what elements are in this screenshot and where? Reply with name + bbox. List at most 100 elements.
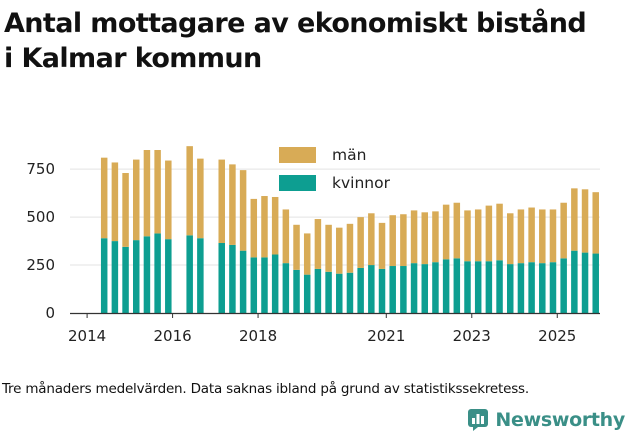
bar-kvinnor (154, 233, 161, 313)
bar-kvinnor (282, 263, 290, 313)
bar-man (421, 212, 429, 265)
bar-man (389, 215, 396, 267)
bar-man (496, 203, 503, 261)
bar-man (528, 207, 535, 263)
bar-man (325, 224, 332, 272)
bar-man (571, 188, 578, 251)
bar-kvinnor (539, 263, 546, 313)
bar-kvinnor (410, 263, 418, 313)
bar-man (485, 205, 493, 262)
bars-group (100, 146, 599, 313)
bar-man (378, 222, 386, 269)
bar-kvinnor (474, 261, 482, 313)
bar-kvinnor (346, 272, 354, 313)
legend-swatch (279, 175, 316, 191)
bar-man (122, 173, 129, 247)
bar-kvinnor (496, 260, 503, 313)
bar-man (303, 233, 311, 275)
bar-man (464, 210, 471, 262)
bar-man (336, 227, 343, 274)
bar-kvinnor (271, 254, 279, 313)
x-axis: 2014 2016 2018 2021 2023 2025 (68, 312, 600, 345)
bar-kvinnor (314, 268, 322, 313)
chart-title-line-1: Antal mottagare av ekonomiskt bistånd (4, 8, 587, 39)
bar-kvinnor (485, 261, 493, 313)
bar-man (506, 213, 514, 265)
bar-kvinnor (229, 244, 236, 313)
bar-man (239, 170, 247, 251)
y-tick-label: 750 (26, 160, 55, 178)
bar-kvinnor (368, 265, 375, 313)
bar-kvinnor (357, 267, 364, 313)
bar-kvinnor (517, 263, 525, 313)
bar-kvinnor (432, 262, 439, 313)
bar-kvinnor (421, 264, 429, 313)
bar-kvinnor (581, 252, 589, 313)
bar-kvinnor (250, 257, 258, 313)
bar-kvinnor (325, 271, 332, 313)
chart-title: Antal mottagare av ekonomiskt bistånd i … (4, 6, 587, 76)
bar-man (474, 209, 482, 262)
bar-kvinnor (111, 241, 119, 313)
bar-man (400, 214, 407, 267)
bar-kvinnor (165, 239, 172, 313)
stacked-bar-chart: 0 250 500 750 2014 2016 2018 2021 2023 2025 män k… (26, 146, 600, 345)
x-tick-label: 2025 (538, 327, 576, 345)
bar-kvinnor (336, 273, 343, 313)
x-tick-label: 2014 (68, 327, 106, 345)
bar-man (111, 162, 119, 242)
bar-kvinnor (506, 264, 514, 313)
caption-note: Tre månaders medelvärden. Data saknas ib… (2, 381, 529, 397)
y-tick-label: 250 (26, 256, 55, 274)
legend-label: män (332, 146, 366, 164)
bar-man (410, 210, 418, 264)
bar-man (218, 159, 225, 244)
y-tick-label: 500 (26, 208, 55, 226)
bar-man (560, 202, 567, 259)
bar-kvinnor (186, 235, 193, 313)
bar-man (314, 219, 322, 269)
legend-swatch (279, 147, 316, 163)
y-tick-label: 0 (45, 304, 55, 322)
brand-logo: Newsworthy (467, 408, 625, 432)
chart-title-line-2: i Kalmar kommun (4, 43, 262, 74)
bar-kvinnor (261, 257, 268, 313)
bar-kvinnor (100, 238, 108, 313)
x-tick-label: 2023 (453, 327, 491, 345)
bar-man (165, 160, 172, 240)
bar-man (197, 158, 204, 239)
bar-kvinnor (592, 253, 599, 313)
bar-kvinnor (464, 261, 471, 313)
bar-man (368, 213, 375, 266)
bar-kvinnor (400, 266, 407, 313)
bar-man (143, 150, 151, 237)
bar-kvinnor (571, 250, 578, 313)
bar-kvinnor (453, 258, 461, 313)
bar-kvinnor (143, 236, 151, 313)
bar-kvinnor (442, 259, 450, 313)
bar-man (186, 146, 193, 236)
bar-kvinnor (197, 238, 204, 313)
bar-kvinnor (378, 268, 386, 313)
y-axis: 0 250 500 750 (26, 160, 55, 322)
bar-man (346, 223, 354, 273)
bar-kvinnor (122, 246, 129, 313)
bar-man (133, 159, 140, 241)
bar-man (442, 204, 450, 260)
x-tick-label: 2016 (153, 327, 191, 345)
bar-man (549, 209, 557, 263)
bar-man (100, 157, 108, 239)
bar-man (229, 164, 236, 245)
legend: män kvinnor (279, 146, 391, 192)
bar-man (293, 224, 300, 270)
bar-kvinnor (389, 266, 396, 313)
bar-man (154, 150, 161, 234)
bar-man (539, 209, 546, 264)
bar-man (432, 211, 439, 263)
newsworthy-logo-icon (468, 409, 489, 431)
bar-kvinnor (528, 262, 535, 313)
brand-name: Newsworthy (495, 409, 625, 431)
bar-man (517, 209, 525, 264)
legend-label: kvinnor (332, 174, 391, 192)
bar-kvinnor (303, 274, 311, 313)
